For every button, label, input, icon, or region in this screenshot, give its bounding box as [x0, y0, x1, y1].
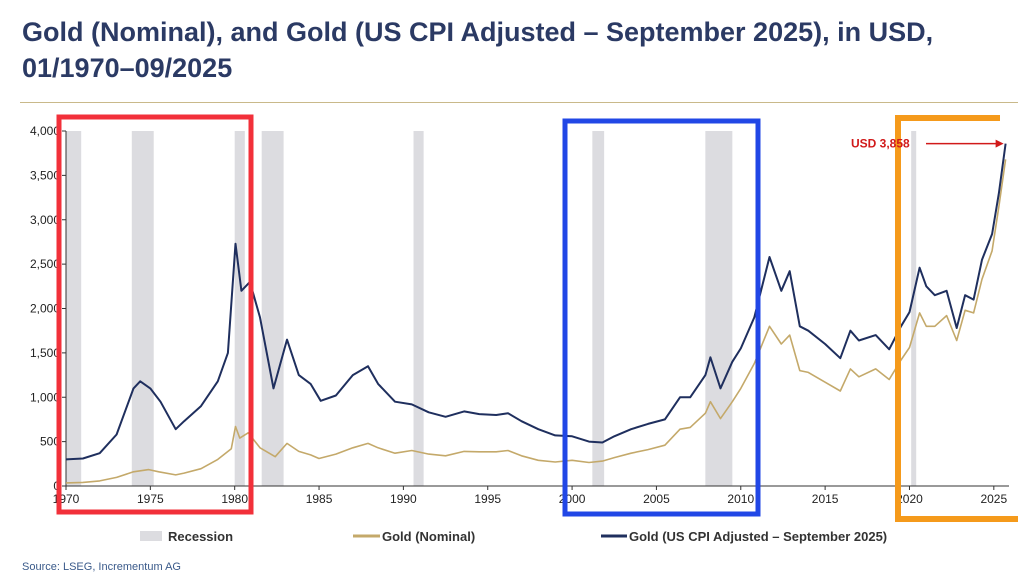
x-tick-label: 2010 — [727, 492, 754, 506]
chart-title: Gold (Nominal), and Gold (US CPI Adjuste… — [22, 17, 934, 83]
y-tick-label: 1,500 — [30, 346, 60, 360]
x-tick-label: 2025 — [980, 492, 1007, 506]
recession-band-0 — [66, 131, 82, 486]
recession-band-5 — [592, 131, 605, 486]
series-line-cpi-adjusted — [65, 143, 1007, 461]
title-divider — [20, 102, 1018, 103]
y-tick-label: 2,000 — [30, 302, 60, 316]
x-tick-label: 1975 — [137, 492, 164, 506]
axes: 05001,0001,5002,0002,5003,0003,5004,0001… — [30, 124, 1009, 506]
recession-bands — [66, 131, 917, 486]
y-tick-label: 4,000 — [30, 124, 60, 138]
y-tick-label: 1,000 — [30, 390, 60, 404]
source-note: Source: LSEG, Incrementum AG — [22, 561, 181, 573]
series-lines — [65, 143, 1007, 484]
highlight-box-2020s — [895, 115, 1018, 522]
x-tick-label: 1980 — [221, 492, 248, 506]
x-tick-label: 1995 — [474, 492, 501, 506]
annotation-label: USD 3,858 — [851, 137, 910, 151]
annotation-group: USD 3,858 — [851, 137, 1004, 151]
recession-band-7 — [911, 131, 917, 486]
recession-band-3 — [261, 131, 284, 486]
highlight-box-1970s — [56, 114, 254, 515]
annotation-arrow-head — [995, 139, 1004, 148]
legend-recession-label: Recession — [168, 529, 233, 544]
x-tick-label: 2020 — [896, 492, 923, 506]
x-tick-label: 2015 — [812, 492, 839, 506]
recession-band-2 — [234, 131, 245, 486]
recession-band-6 — [705, 131, 733, 486]
x-tick-label: 2005 — [643, 492, 670, 506]
highlight-box-2000s — [562, 118, 761, 517]
y-tick-label: 3,500 — [30, 168, 60, 182]
series-line-nominal — [65, 159, 1007, 484]
x-tick-label: 1985 — [306, 492, 333, 506]
highlight-boxes — [56, 114, 1018, 522]
legend-adjusted-label: Gold (US CPI Adjusted – September 2025) — [629, 529, 887, 544]
recession-band-1 — [131, 131, 154, 486]
recession-band-4 — [413, 131, 424, 486]
legend-recession-swatch — [140, 531, 162, 541]
y-tick-label: 3,000 — [30, 213, 60, 227]
legend-nominal-label: Gold (Nominal) — [382, 529, 475, 544]
legend: Recession Gold (Nominal) Gold (US CPI Ad… — [140, 529, 887, 544]
x-tick-label: 1990 — [390, 492, 417, 506]
y-tick-label: 500 — [40, 435, 60, 449]
y-tick-label: 2,500 — [30, 257, 60, 271]
